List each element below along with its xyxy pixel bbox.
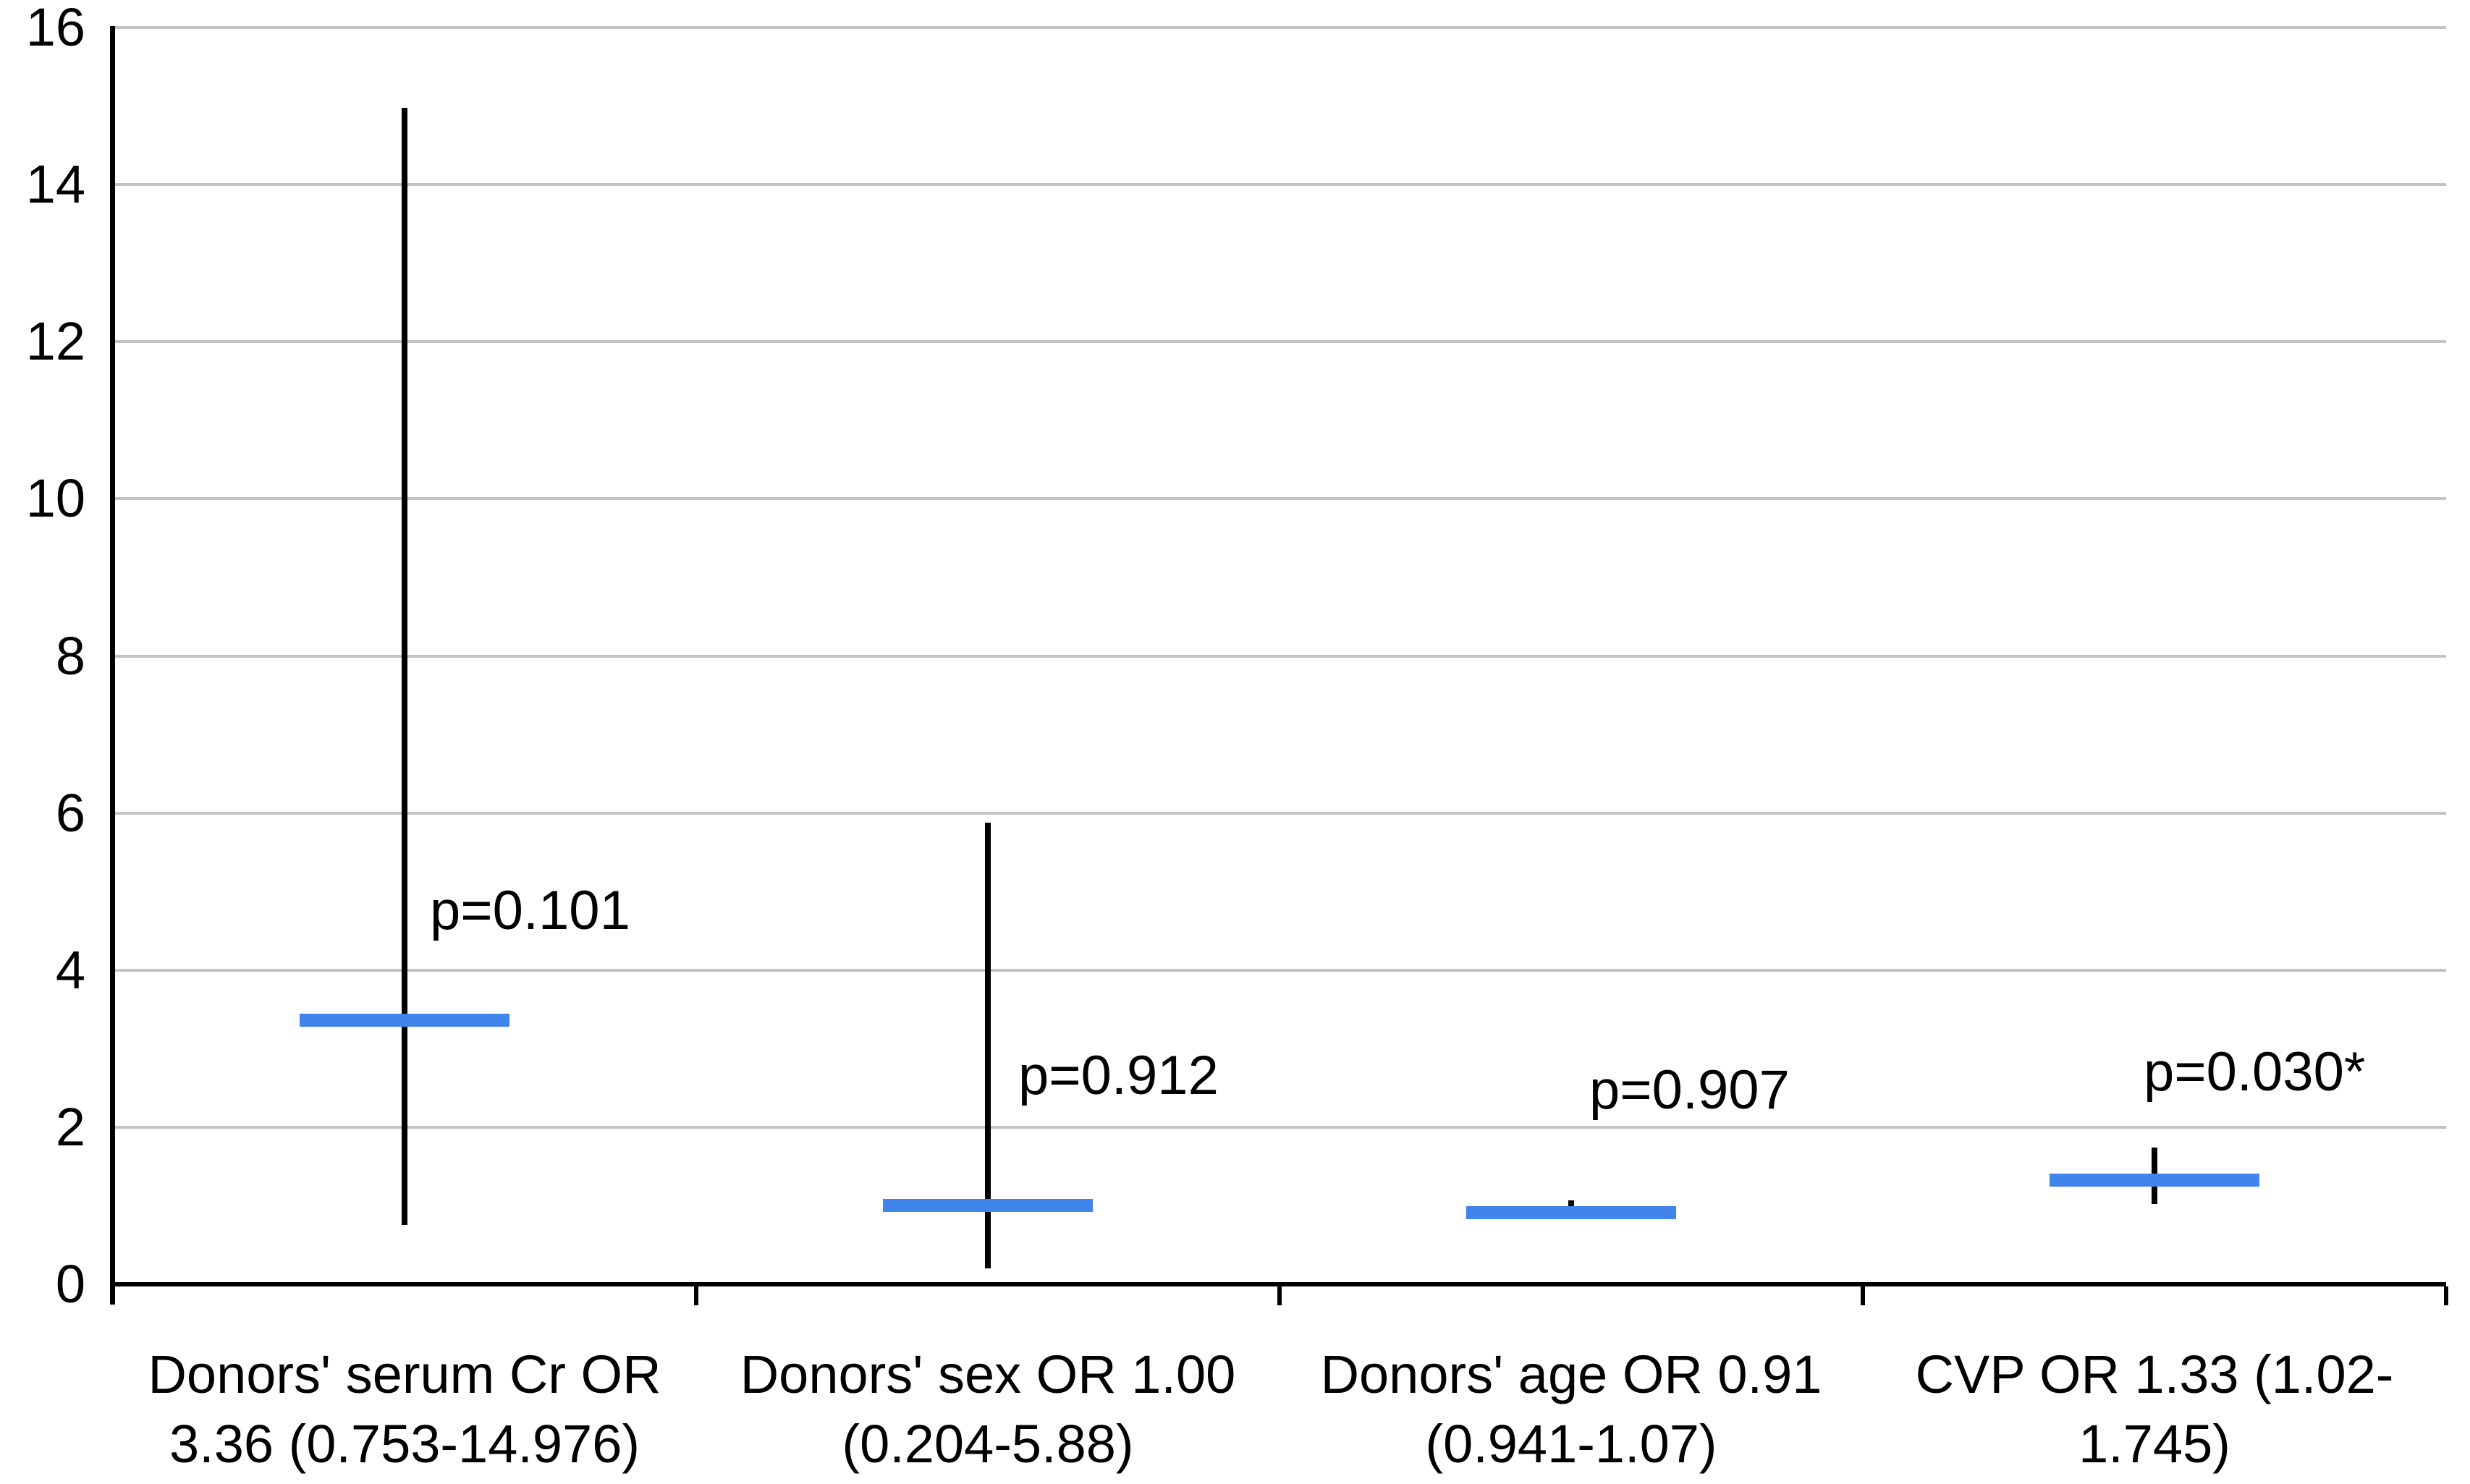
y-gridline bbox=[113, 968, 2446, 972]
y-tick-label: 16 bbox=[25, 0, 85, 57]
x-axis-line bbox=[113, 1282, 2446, 1286]
y-tick-label: 6 bbox=[55, 782, 85, 843]
y-gridline bbox=[113, 183, 2446, 187]
x-category-label-line: Donors' sex OR 1.00 bbox=[740, 1344, 1236, 1404]
p-value-label: p=0.907 bbox=[1589, 1059, 1790, 1121]
x-category-label-line: 3.36 (0.753-14.976) bbox=[169, 1414, 640, 1474]
y-tick-label: 0 bbox=[55, 1254, 85, 1314]
y-tick-label: 4 bbox=[55, 939, 85, 1000]
y-gridline bbox=[113, 1125, 2446, 1129]
y-tick-label: 2 bbox=[55, 1096, 85, 1157]
y-axis-line bbox=[110, 26, 115, 1305]
x-category-label-line: Donors' age OR 0.91 bbox=[1320, 1344, 1822, 1404]
y-gridline bbox=[113, 497, 2446, 501]
ci-line bbox=[1568, 1200, 1574, 1210]
x-category-label: CVP OR 1.33 (1.02- 1.745) bbox=[1863, 1340, 2446, 1479]
x-category-label-line: (0.204-5.88) bbox=[842, 1414, 1134, 1474]
or-marker bbox=[883, 1199, 1093, 1213]
x-axis-tick bbox=[1277, 1286, 1282, 1305]
y-gridline bbox=[113, 26, 2446, 29]
ci-line bbox=[985, 822, 991, 1268]
x-category-label: Donors' sex OR 1.00 (0.204-5.88) bbox=[696, 1340, 1280, 1479]
y-tick-label: 12 bbox=[25, 311, 85, 372]
y-gridline bbox=[113, 340, 2446, 344]
p-value-label: p=0.101 bbox=[430, 880, 630, 942]
y-tick-label: 8 bbox=[55, 625, 85, 686]
or-marker bbox=[2050, 1173, 2259, 1187]
y-gridline bbox=[113, 654, 2446, 658]
ci-line bbox=[402, 108, 407, 1226]
x-category-label-line: CVP OR 1.33 (1.02- bbox=[1915, 1344, 2394, 1404]
x-category-label-line: 1.745) bbox=[2078, 1414, 2230, 1474]
y-gridline bbox=[113, 811, 2446, 815]
x-axis-tick bbox=[694, 1286, 698, 1305]
p-value-label: p=0.030* bbox=[2144, 1040, 2366, 1103]
x-category-label: Donors' serum Cr OR 3.36 (0.753-14.976) bbox=[113, 1340, 696, 1479]
or-marker bbox=[300, 1014, 509, 1027]
x-category-label-line: Donors' serum Cr OR bbox=[148, 1344, 661, 1404]
y-tick-label: 14 bbox=[25, 154, 85, 215]
y-tick-label: 10 bbox=[25, 468, 85, 529]
x-category-label-line: (0.941-1.07) bbox=[1425, 1414, 1717, 1474]
x-axis-tick bbox=[2444, 1286, 2448, 1305]
x-axis-tick bbox=[1861, 1286, 1865, 1305]
x-category-label: Donors' age OR 0.91 (0.941-1.07) bbox=[1280, 1340, 1863, 1479]
or-marker bbox=[1466, 1206, 1676, 1220]
p-value-label: p=0.912 bbox=[1018, 1045, 1219, 1107]
